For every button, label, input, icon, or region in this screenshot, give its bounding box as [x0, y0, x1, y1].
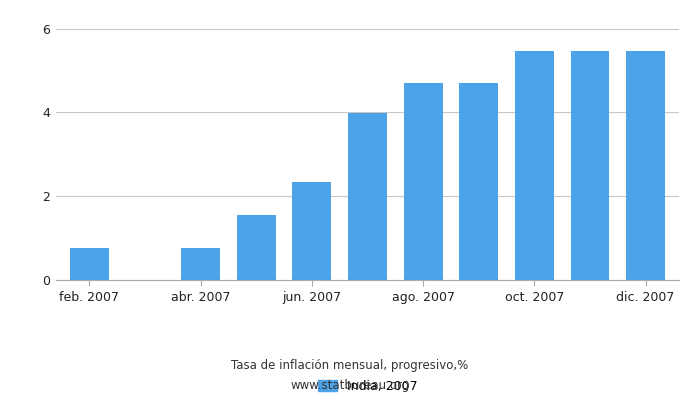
Bar: [459, 83, 498, 280]
Bar: [404, 83, 442, 280]
Legend: India, 2007: India, 2007: [318, 380, 417, 392]
Bar: [348, 113, 387, 280]
Bar: [293, 182, 331, 280]
Bar: [626, 51, 665, 280]
Bar: [237, 215, 276, 280]
Bar: [570, 51, 610, 280]
Text: www.statbureau.org: www.statbureau.org: [290, 380, 410, 392]
Text: Tasa de inflación mensual, progresivo,%: Tasa de inflación mensual, progresivo,%: [232, 360, 468, 372]
Bar: [181, 248, 220, 280]
Bar: [70, 248, 108, 280]
Bar: [515, 51, 554, 280]
